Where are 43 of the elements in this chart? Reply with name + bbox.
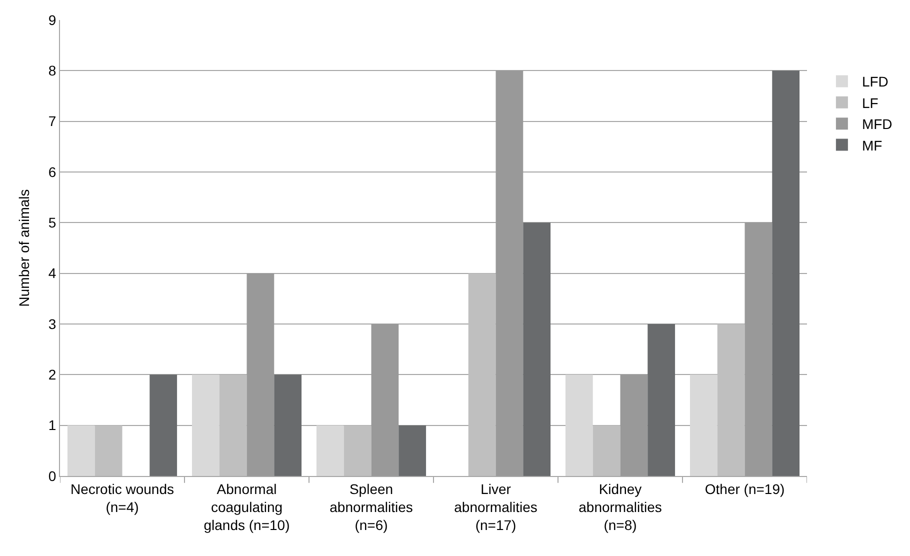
bar xyxy=(592,425,620,476)
bar xyxy=(690,374,718,476)
bar xyxy=(316,425,344,476)
bar xyxy=(772,70,800,476)
bar xyxy=(398,425,426,476)
bar xyxy=(620,374,648,476)
legend-label: MF xyxy=(862,137,882,154)
y-tick-label: 0 xyxy=(48,468,56,484)
bar xyxy=(648,324,676,476)
x-tick-label: Spleen abnormalities (n=6) xyxy=(330,480,413,534)
bar xyxy=(192,374,220,476)
y-tick-label: 5 xyxy=(48,214,56,231)
bar xyxy=(94,425,122,476)
bar xyxy=(496,70,524,476)
y-axis-title: Number of animals xyxy=(16,189,32,307)
y-tick-label: 8 xyxy=(48,62,56,79)
x-tick-label: Kidney abnormalities (n=8) xyxy=(578,480,662,534)
bar xyxy=(274,374,302,476)
y-tick-label: 3 xyxy=(48,316,56,332)
bar xyxy=(67,425,95,476)
bar xyxy=(371,324,399,476)
bar xyxy=(344,425,372,476)
bar xyxy=(150,374,178,476)
x-tick-label: Necrotic wounds (n=4) xyxy=(70,480,174,515)
bar xyxy=(523,222,551,476)
bar xyxy=(468,273,496,476)
legend-label: LFD xyxy=(862,74,888,90)
x-tick-label: Other (n=19) xyxy=(704,480,785,497)
bar xyxy=(717,324,745,476)
bar xyxy=(246,273,274,476)
y-tick-label: 1 xyxy=(48,417,56,434)
y-tick-label: 6 xyxy=(48,164,56,180)
x-tick-label: Abnormal coagulating glands (n=10) xyxy=(204,480,290,534)
y-tick-label: 2 xyxy=(48,366,56,383)
x-tick-label: Liver abnormalities (n=17) xyxy=(454,480,538,534)
bar xyxy=(219,374,247,476)
bar xyxy=(744,222,772,476)
y-tick-label: 9 xyxy=(48,12,56,28)
bar xyxy=(565,374,593,476)
y-tick-label: 4 xyxy=(48,265,56,282)
legend-label: MFD xyxy=(862,116,892,132)
y-tick-label: 7 xyxy=(48,113,56,130)
legend-label: LF xyxy=(862,94,878,111)
